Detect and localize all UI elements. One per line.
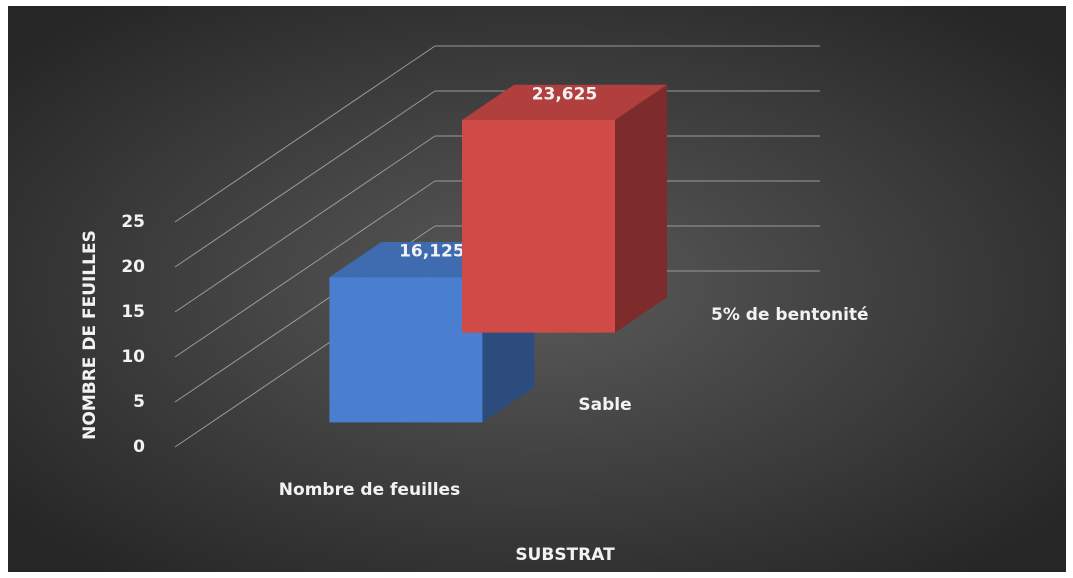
y-tick-label: 25 xyxy=(121,212,145,232)
y-axis-title: NOMBRE DE FEUILLES xyxy=(80,230,100,440)
data-label: 16,125 xyxy=(399,242,465,262)
grid-line xyxy=(174,180,436,358)
grid-line xyxy=(174,45,436,223)
y-tick-label: 20 xyxy=(121,257,145,277)
grid-line xyxy=(174,90,436,268)
bar-top xyxy=(462,84,667,120)
data-label: 23,625 xyxy=(532,84,598,104)
bar-side xyxy=(615,84,667,333)
y-tick-label: 5 xyxy=(133,392,145,412)
x-axis-title: SUBSTRAT xyxy=(515,545,615,565)
y-tick-label: 0 xyxy=(133,437,145,457)
grid-line xyxy=(174,135,436,313)
bar xyxy=(462,119,615,333)
y-tick-label: 10 xyxy=(121,347,145,367)
depth-axis-label: 5% de bentonité xyxy=(711,305,869,325)
x-tick-label: Nombre de feuilles xyxy=(279,480,460,500)
y-tick-label: 15 xyxy=(121,302,145,322)
depth-axis-label: Sable xyxy=(578,395,631,415)
bar xyxy=(329,277,483,423)
